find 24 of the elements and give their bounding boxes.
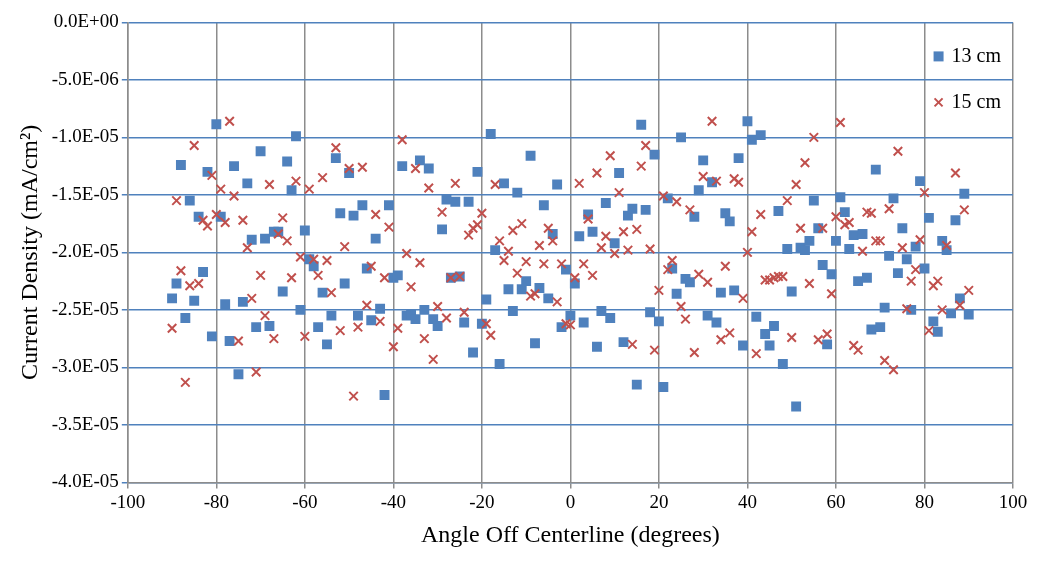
x-tick-label: 100 bbox=[998, 490, 1028, 512]
x-tick-label: 40 bbox=[737, 490, 757, 512]
x-tick-label: 60 bbox=[826, 490, 846, 512]
y-tick-label: -1.0E-05 bbox=[51, 125, 119, 147]
x-tick-label: -80 bbox=[203, 490, 229, 512]
x-tick-label: 20 bbox=[649, 490, 669, 512]
y-axis-title: Current Density (mA/cm²) bbox=[15, 124, 42, 380]
x-tick-label: -60 bbox=[292, 490, 318, 512]
x-tick-label: 80 bbox=[914, 490, 934, 512]
legend-label: 15 cm bbox=[951, 89, 1002, 112]
y-tick-label: -3.0E-05 bbox=[51, 355, 119, 377]
x-tick-label: -100 bbox=[110, 490, 146, 512]
y-tick-label: -3.5E-05 bbox=[51, 412, 119, 434]
y-tick-label: -1.5E-05 bbox=[51, 182, 119, 204]
legend-label: 13 cm bbox=[951, 43, 1002, 66]
y-tick-label: -2.5E-05 bbox=[51, 297, 119, 319]
x-tick-label: -20 bbox=[469, 490, 495, 512]
x-axis-title: Angle Off Centerline (degrees) bbox=[421, 520, 720, 547]
x-tick-label: 0 bbox=[565, 490, 576, 512]
y-tick-label: -5.0E-06 bbox=[51, 67, 119, 89]
y-tick-label: -4.0E-05 bbox=[51, 470, 119, 492]
x-tick-label: -40 bbox=[380, 490, 407, 512]
y-tick-label: 0.0E+00 bbox=[53, 10, 119, 32]
y-tick-label: -2.0E-05 bbox=[51, 240, 119, 262]
